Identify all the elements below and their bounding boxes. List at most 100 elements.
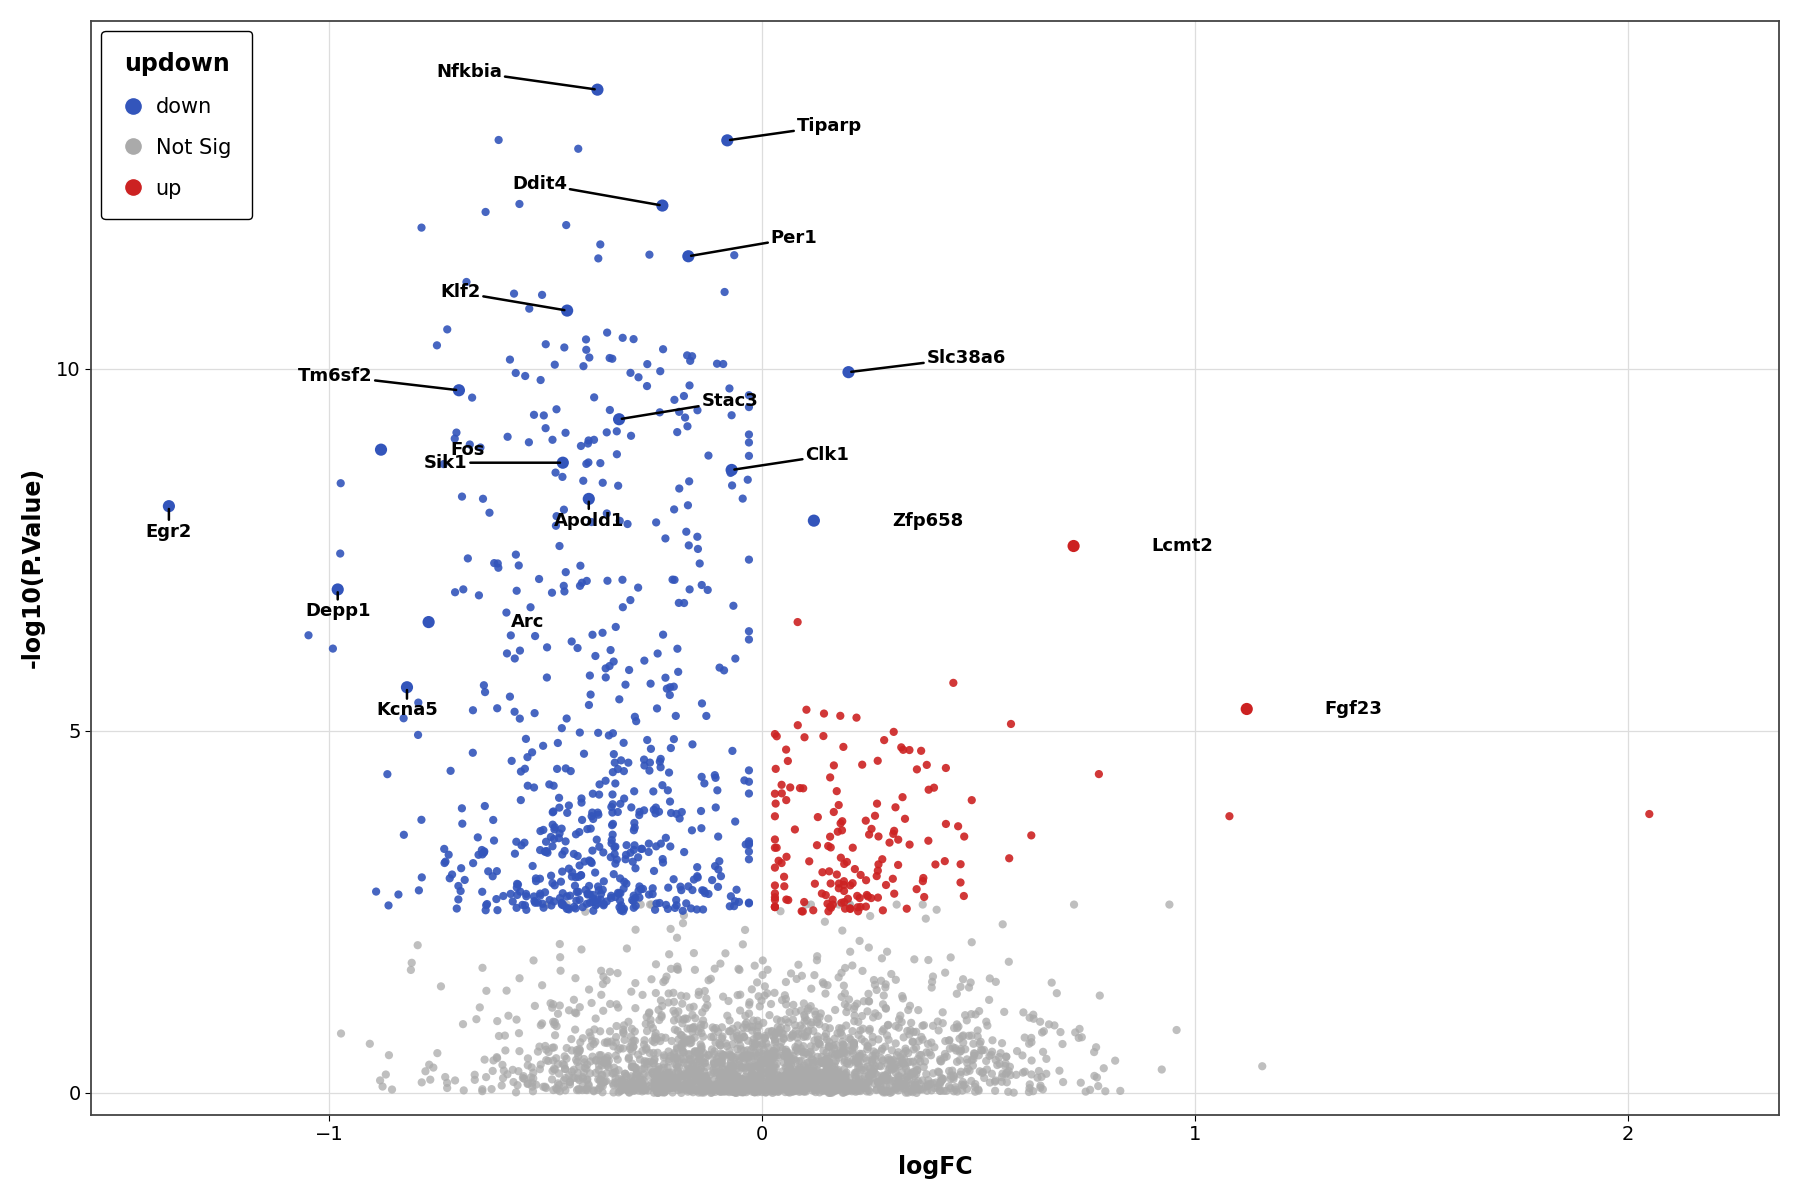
Point [734,1046,763,1066]
Point [526,1015,554,1034]
Point [682,1066,711,1085]
Point [941,1078,970,1097]
Point [884,1018,913,1037]
Point [976,1073,1004,1092]
Point [734,550,763,569]
Point [682,1081,711,1100]
Point [954,978,983,997]
Text: Klf2: Klf2 [441,283,565,310]
Point [909,1057,938,1076]
Point [934,1031,963,1050]
Point [799,1069,828,1088]
Point [545,788,574,808]
Point [761,890,790,910]
Point [691,1067,720,1086]
Point [702,1076,731,1096]
Point [925,1072,954,1091]
Point [727,1081,756,1100]
Point [785,1080,814,1099]
Point [860,976,889,995]
Point [655,1063,684,1082]
Point [691,1054,720,1073]
Point [763,1018,792,1037]
Point [873,1026,902,1045]
Point [720,892,749,911]
Point [893,899,922,918]
Point [742,1034,770,1054]
Point [374,1045,403,1064]
Point [484,1026,513,1045]
Point [558,863,587,882]
Point [814,894,842,913]
Point [704,781,733,800]
Point [778,1010,806,1030]
Point [1026,1076,1055,1096]
Point [626,839,655,858]
Point [643,836,671,856]
Point [938,1061,967,1080]
Point [767,1038,796,1057]
Point [625,1070,653,1090]
Point [720,1074,749,1093]
Point [738,1033,767,1052]
Point [680,960,709,979]
Point [959,1044,988,1063]
Point [668,1084,697,1103]
Point [617,890,646,910]
Point [841,1051,869,1070]
Point [794,1022,823,1042]
Point [880,798,909,817]
Point [617,1042,646,1061]
Point [653,781,682,800]
Point [436,761,464,780]
Point [916,1074,945,1093]
Point [661,707,689,726]
Point [706,1062,734,1081]
Point [641,1027,670,1046]
Point [756,1057,785,1076]
Point [733,1048,761,1067]
Point [619,781,648,800]
Point [468,845,497,864]
Point [526,371,554,390]
Point [778,1027,806,1046]
Point [531,842,560,862]
Point [740,1082,769,1102]
Point [659,983,688,1002]
Point [1024,1061,1053,1080]
Point [828,1032,857,1051]
Point [652,895,680,914]
Point [760,1081,788,1100]
Point [715,379,743,398]
Point [583,80,612,100]
Point [538,836,567,856]
Point [621,1064,650,1084]
Point [655,1049,684,1068]
Point [722,1084,751,1103]
Point [873,1082,902,1102]
Point [940,1069,968,1088]
Point [889,1069,918,1088]
Point [792,895,821,914]
Point [842,994,871,1013]
Point [743,1082,772,1102]
Point [839,1033,868,1052]
Point [862,794,891,814]
Point [781,1040,810,1060]
Point [754,1022,783,1042]
Point [715,1079,743,1098]
Point [545,961,574,980]
Point [565,890,594,910]
Point [740,1038,769,1057]
Point [666,881,695,900]
Point [941,1080,970,1099]
Point [655,792,684,811]
Point [765,1067,794,1086]
Point [540,876,569,895]
Point [709,1079,738,1098]
Point [743,1069,772,1088]
Point [563,882,592,901]
Point [909,1080,938,1099]
Point [616,1037,644,1056]
Point [653,1042,682,1061]
